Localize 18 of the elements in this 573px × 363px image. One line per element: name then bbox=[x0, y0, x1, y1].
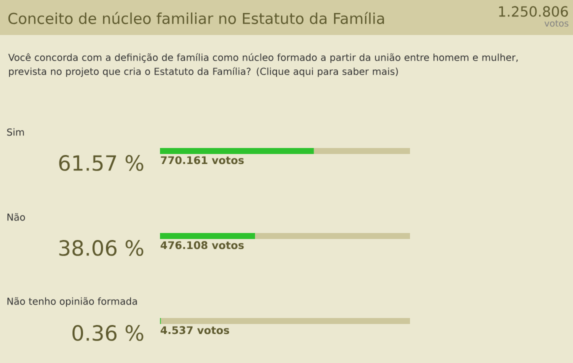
bar bbox=[160, 318, 410, 324]
bar bbox=[255, 232, 410, 239]
annotation: 4.537 votos bbox=[160, 326, 230, 334]
text: 1.250.806 bbox=[499, 6, 568, 17]
annotation: 476.108 votos bbox=[160, 241, 244, 250]
chart-title: Conceito de núcleo familiar no Estatuto da Família bbox=[8, 12, 384, 24]
text: votos bbox=[544, 20, 568, 27]
data-label: 0.36 % bbox=[72, 325, 144, 341]
data-label: 61.57 % bbox=[59, 155, 144, 171]
annotation: 770.161 votos bbox=[160, 156, 244, 164]
y-tick-label: Não tenho opinião formada bbox=[7, 297, 137, 307]
bar bbox=[160, 232, 256, 239]
bar bbox=[314, 148, 410, 154]
chart-subtitle: Você concorda com a definição de família como núcleo formado a partir da união entre homem e mulher, prevista no projeto que cria o Estatuto da Família? (Clique aqui para saber mais) bbox=[8, 53, 518, 77]
y-tick-label: Sim bbox=[7, 128, 24, 136]
y-tick-label: Não bbox=[7, 213, 25, 221]
data-label: 38.06 % bbox=[59, 240, 144, 256]
bar bbox=[160, 148, 314, 154]
